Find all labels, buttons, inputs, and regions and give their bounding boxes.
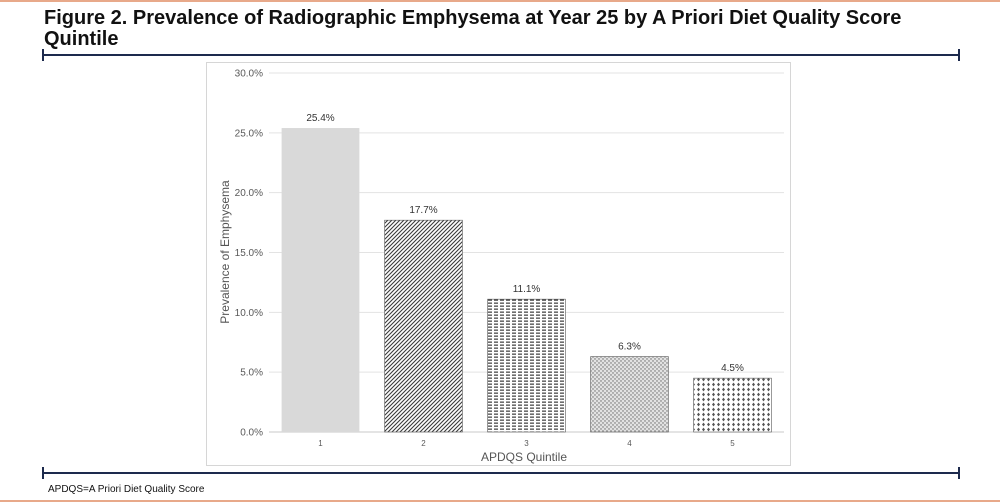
y-tick-label: 15.0% xyxy=(235,248,263,259)
rule-end-cap-right xyxy=(958,467,960,479)
top-accent-border xyxy=(0,0,1000,2)
figure-title: Figure 2. Prevalence of Radiographic Emp… xyxy=(44,7,902,50)
x-tick-label: 5 xyxy=(730,439,735,448)
rule-end-cap-right xyxy=(958,49,960,61)
bar-quintile-4 xyxy=(590,356,669,433)
bar-quintile-2 xyxy=(384,219,463,433)
x-tick-label: 2 xyxy=(421,439,426,448)
bottom-accent-border xyxy=(0,500,1000,502)
data-label: 11.1% xyxy=(513,284,541,295)
rule-end-cap-left xyxy=(42,467,44,479)
y-axis-ticks: 0.0% 5.0% 10.0% 15.0% 20.0% 25.0% 30.0% xyxy=(235,69,263,439)
y-axis-label: Prevalence of Emphysema xyxy=(218,180,232,324)
x-tick-label: 4 xyxy=(627,439,632,448)
x-axis-ticks: 1 2 3 4 5 xyxy=(318,439,735,448)
footer-rule xyxy=(42,467,960,479)
data-label: 6.3% xyxy=(618,342,641,353)
y-tick-label: 25.0% xyxy=(235,128,263,139)
x-tick-label: 1 xyxy=(318,439,323,448)
bar-quintile-3 xyxy=(487,298,566,433)
x-axis-label: APDQS Quintile xyxy=(481,450,567,464)
bar-chart: 0.0% 5.0% 10.0% 15.0% 20.0% 25.0% 30.0% 25.4% 1… xyxy=(218,69,784,464)
data-label: 4.5% xyxy=(721,363,744,374)
y-tick-label: 30.0% xyxy=(235,69,263,80)
data-label: 17.7% xyxy=(409,205,437,216)
bars: 25.4% 17.7% 11.1% 6.3% 4.5% xyxy=(281,113,772,433)
y-tick-label: 10.0% xyxy=(235,308,263,319)
data-label: 25.4% xyxy=(306,113,334,124)
y-tick-label: 20.0% xyxy=(235,188,263,199)
bar-quintile-5 xyxy=(693,377,772,433)
title-rule xyxy=(42,49,960,61)
rule-end-cap-left xyxy=(42,49,44,61)
x-tick-label: 3 xyxy=(524,439,529,448)
footnote: APDQS=A Priori Diet Quality Score xyxy=(48,484,205,495)
y-tick-label: 5.0% xyxy=(240,368,263,379)
bar-quintile-1 xyxy=(281,128,360,432)
y-tick-label: 0.0% xyxy=(240,428,263,439)
